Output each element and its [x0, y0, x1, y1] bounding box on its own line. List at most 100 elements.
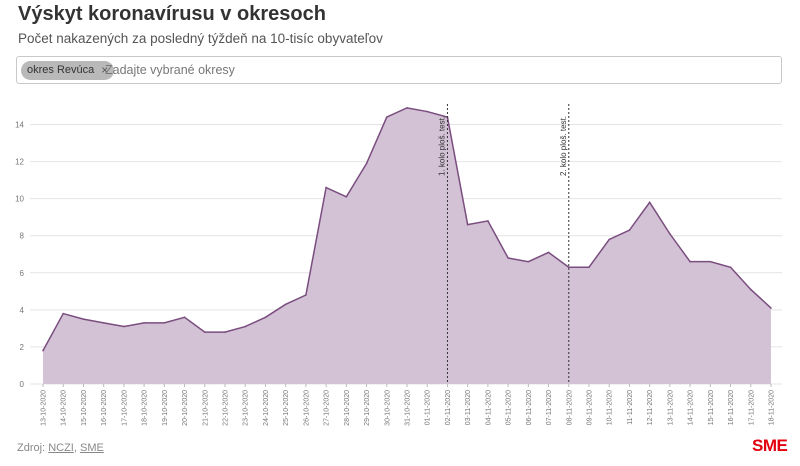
data-point: [345, 196, 348, 198]
data-point: [466, 223, 469, 226]
data-point: [487, 220, 489, 222]
x-axis: 13-10-2020 14-10-2020 15-10-2020 16-10-2020…: [41, 384, 776, 426]
district-chip-label: okres Revúca: [27, 64, 95, 76]
x-tick-label: 26-10-2020: [303, 390, 310, 426]
data-point: [102, 322, 105, 324]
y-tick-label: 6: [20, 269, 25, 278]
x-tick-label: 17-11-2020: [748, 390, 755, 425]
data-point: [588, 266, 590, 269]
x-tick-label: 24-10-2020: [263, 390, 270, 426]
y-tick-label: 2: [20, 343, 25, 352]
sme-logo: SME: [752, 436, 788, 455]
x-tick-label: 16-10-2020: [101, 390, 108, 426]
data-point: [325, 186, 327, 189]
x-tick-label: 23-10-2020: [243, 390, 250, 426]
district-search-placeholder[interactable]: Zadajte vybrané okresy: [105, 63, 235, 77]
x-tick-label: 04-11-2020: [485, 390, 492, 425]
x-tick-label: 15-10-2020: [81, 390, 88, 426]
district-selector[interactable]: okres Revúca × Zadajte vybrané okresy: [16, 56, 782, 84]
data-point: [82, 318, 85, 320]
x-tick-label: 14-10-2020: [61, 390, 68, 426]
data-point: [183, 316, 186, 319]
annotation-label: 1. kolo ploš. test.: [437, 116, 446, 176]
x-tick-label: 07-11-2020: [546, 390, 553, 425]
data-point: [689, 260, 691, 263]
x-tick-label: 11-11-2020: [627, 390, 634, 425]
x-tick-label: 18-10-2020: [142, 390, 149, 426]
data-point: [163, 322, 166, 324]
source-note: Zdroj: NCZI, SME: [17, 442, 104, 454]
y-axis: 0 2 4 6 8 10 12 14: [15, 121, 24, 389]
y-tick-label: 0: [20, 380, 25, 389]
data-point: [406, 107, 408, 109]
x-tick-label: 20-10-2020: [182, 390, 189, 426]
x-tick-label: 30-10-2020: [384, 390, 391, 426]
y-tick-label: 10: [15, 195, 24, 204]
data-point: [749, 288, 752, 291]
x-tick-label: 01-11-2020: [425, 390, 432, 425]
x-tick-label: 25-10-2020: [283, 390, 290, 426]
data-point: [62, 312, 65, 315]
page-subtitle: Počet nakazených za posledný týždeň na 1…: [18, 31, 383, 46]
x-tick-label: 03-11-2020: [465, 390, 472, 425]
data-point: [264, 316, 267, 319]
x-tick-label: 06-11-2020: [526, 390, 533, 425]
area-chart: 1. kolo ploš. test. 2. kolo ploš. test. 0…: [15, 104, 782, 426]
data-point: [203, 331, 206, 333]
source-link-nczi[interactable]: NCZI: [48, 442, 74, 454]
data-point: [426, 110, 429, 113]
data-point: [770, 307, 772, 309]
data-point: [143, 322, 145, 324]
x-tick-label: 22-10-2020: [223, 390, 230, 426]
annotation-label: 2. kolo ploš. test.: [559, 116, 568, 176]
data-point: [305, 294, 307, 296]
x-tick-label: 13-10-2020: [41, 390, 48, 426]
x-tick-label: 15-11-2020: [708, 390, 715, 425]
source-prefix: Zdroj:: [17, 442, 49, 454]
x-tick-label: 21-10-2020: [202, 390, 209, 426]
x-tick-label: 17-10-2020: [121, 390, 128, 426]
data-point: [608, 238, 611, 241]
y-tick-label: 8: [20, 232, 25, 241]
x-tick-label: 16-11-2020: [728, 390, 735, 425]
x-tick-label: 14-11-2020: [688, 390, 695, 425]
x-tick-label: 31-10-2020: [405, 390, 412, 426]
x-tick-label: 08-11-2020: [566, 390, 573, 425]
x-tick-label: 10-11-2020: [607, 390, 614, 425]
y-tick-label: 4: [20, 306, 25, 315]
x-tick-label: 13-11-2020: [667, 390, 674, 425]
data-point: [729, 266, 732, 269]
x-tick-label: 02-11-2020: [445, 390, 452, 425]
data-point: [628, 229, 631, 231]
data-point: [224, 331, 226, 333]
x-tick-label: 27-10-2020: [324, 390, 331, 426]
area-fill: [43, 107, 771, 384]
data-point: [527, 260, 530, 263]
y-tick-label: 12: [15, 158, 24, 167]
data-point: [709, 260, 712, 263]
data-point: [567, 266, 570, 269]
data-point: [507, 257, 509, 259]
chart-series: [42, 107, 772, 384]
x-tick-label: 12-11-2020: [647, 390, 654, 425]
x-tick-label: 18-11-2020: [769, 390, 776, 425]
chip-remove-icon[interactable]: ×: [101, 63, 109, 77]
page-title: Výskyt koronavírusu v okresoch: [18, 3, 326, 25]
data-point: [547, 251, 550, 254]
source-separator: ,: [73, 442, 80, 454]
x-tick-label: 05-11-2020: [506, 390, 513, 425]
x-tick-label: 29-10-2020: [364, 390, 371, 426]
data-point: [284, 303, 287, 306]
data-point: [648, 201, 651, 204]
data-point: [385, 116, 388, 118]
data-point: [365, 162, 368, 165]
x-tick-label: 09-11-2020: [587, 390, 594, 425]
district-chip[interactable]: okres Revúca ×: [21, 61, 115, 80]
y-tick-label: 14: [15, 121, 24, 130]
x-tick-label: 19-10-2020: [162, 390, 169, 426]
data-point: [123, 325, 125, 328]
data-point: [669, 233, 671, 235]
chart-annotations: 1. kolo ploš. test. 2. kolo ploš. test.: [437, 104, 570, 384]
source-link-sme[interactable]: SME: [79, 442, 104, 454]
x-tick-label: 28-10-2020: [344, 390, 351, 426]
